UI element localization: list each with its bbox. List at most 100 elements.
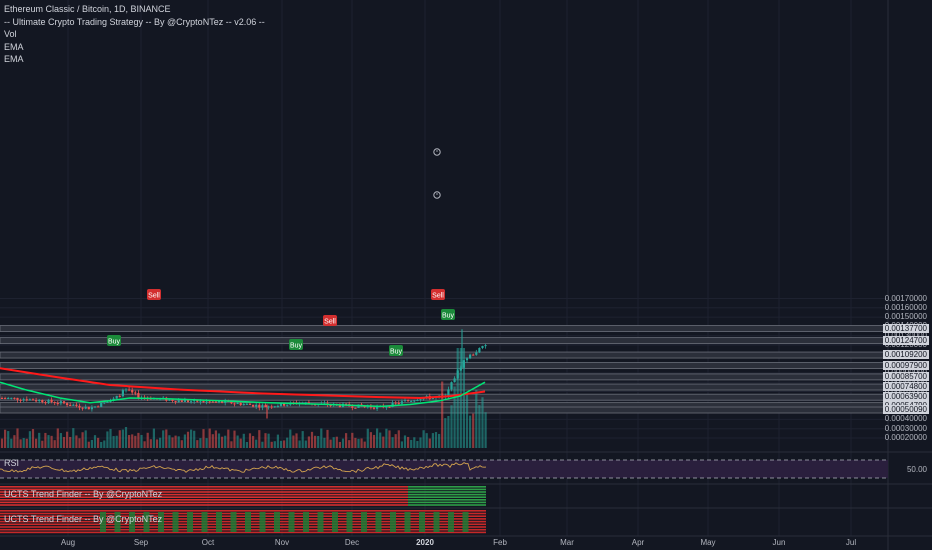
- signal-badge: [289, 339, 303, 350]
- volume-bar: [444, 418, 447, 448]
- volume-bar: [47, 435, 50, 448]
- volume-bar: [478, 405, 481, 448]
- volume-bar: [459, 348, 462, 448]
- signal-buy[interactable]: Buy: [441, 309, 455, 320]
- candle-body: [397, 402, 400, 404]
- trend-bar-bear: [0, 499, 408, 501]
- trend-bar-bull: [390, 512, 396, 532]
- candle-body: [410, 400, 413, 402]
- volume-bar: [7, 431, 10, 448]
- candle-body: [93, 406, 97, 408]
- ema-indicator-label-1[interactable]: EMA: [4, 41, 24, 52]
- trend-bar-bull: [158, 512, 164, 532]
- candle-body: [128, 389, 131, 391]
- candle-body: [59, 401, 62, 404]
- strategy-indicator-label[interactable]: -- Ultimate Crypto Trading Strategy -- B…: [4, 16, 265, 27]
- trend-bar-bear: [0, 496, 408, 498]
- volume-bar: [121, 429, 124, 448]
- signal-buy[interactable]: Buy: [289, 339, 303, 350]
- candle-body: [84, 406, 87, 409]
- trend-bar-bear: [0, 491, 408, 493]
- volume-bar: [391, 437, 394, 448]
- volume-bar: [190, 429, 193, 448]
- volume-bar: [425, 433, 428, 448]
- candle-body: [400, 401, 403, 404]
- volume-bar: [233, 430, 236, 448]
- volume-bar: [155, 439, 159, 448]
- volume-bar: [69, 436, 72, 448]
- candle-body: [481, 345, 484, 348]
- candle-body: [475, 352, 478, 355]
- volume-bar: [245, 441, 248, 448]
- price-level-tag: 0.00097900: [882, 360, 929, 370]
- time-tick-label: Jul: [845, 538, 857, 547]
- volume-bar: [484, 412, 487, 448]
- rsi-pane-title[interactable]: RSI: [4, 458, 20, 468]
- trend-bar-bull: [346, 512, 353, 532]
- price-tick-label: 0.00170000: [884, 293, 927, 303]
- candle-body: [267, 406, 270, 408]
- trend-bar-bull: [408, 493, 486, 496]
- candle-body: [100, 402, 103, 407]
- candle-body: [242, 404, 245, 406]
- volume-indicator-label[interactable]: Vol: [4, 29, 17, 39]
- volume-bar: [354, 437, 357, 448]
- trend-bar-bull: [187, 512, 193, 532]
- chart-legend: Ethereum Classic / Bitcoin, 1D, BINANCE …: [4, 3, 265, 66]
- trend-finder-pane-title-1[interactable]: UCTS Trend Finder -- By @CryptoNTez: [4, 489, 163, 499]
- candle-body: [413, 400, 416, 402]
- trend-finder-pane-title-2[interactable]: UCTS Trend Finder -- By @CryptoNTez: [4, 514, 163, 524]
- candle-body: [28, 399, 31, 401]
- candle-body: [255, 404, 258, 407]
- rsi-band-background: [0, 460, 888, 478]
- volume-bar: [66, 431, 69, 448]
- volume-bar: [211, 434, 214, 448]
- volume-bar: [242, 433, 245, 448]
- volume-bar: [329, 439, 332, 448]
- candle-body: [385, 406, 388, 408]
- volume-bar: [357, 438, 360, 448]
- sr-level-band-4: [0, 373, 889, 381]
- volume-bar: [431, 433, 434, 448]
- candle-body: [205, 401, 208, 403]
- candle-body: [97, 406, 100, 408]
- candle-body: [69, 405, 72, 407]
- trend-bar-bull: [259, 512, 266, 532]
- symbol-title[interactable]: Ethereum Classic / Bitcoin, 1D, BINANCE: [4, 4, 171, 14]
- trend-bar-bear: [0, 486, 408, 488]
- ema-indicator-label-2[interactable]: EMA: [4, 54, 24, 64]
- candle-body: [407, 400, 410, 402]
- candle-body: [270, 406, 273, 408]
- signal-buy[interactable]: Buy: [107, 335, 121, 346]
- candle-body: [19, 399, 22, 401]
- volume-bar: [134, 435, 137, 448]
- candle-body: [44, 402, 47, 404]
- signal-sell[interactable]: Sell: [147, 289, 161, 300]
- time-tick-label: Nov: [274, 538, 290, 547]
- trend-bar-bull: [375, 512, 382, 532]
- volume-bar: [62, 436, 66, 448]
- candle-body: [450, 382, 453, 390]
- volume-bar: [363, 441, 366, 448]
- volume-bar: [410, 439, 413, 448]
- volume-group: [0, 348, 487, 448]
- volume-bar: [41, 440, 44, 448]
- signal-sell[interactable]: Sell: [431, 289, 445, 300]
- volume-bar: [25, 438, 28, 448]
- volume-bar: [56, 428, 59, 448]
- trend-bar-bull: [408, 499, 486, 501]
- candle-body: [345, 403, 348, 405]
- candle-body: [35, 400, 38, 402]
- candle-body: [13, 397, 16, 399]
- volume-bar: [50, 435, 53, 448]
- volume-bar: [472, 413, 475, 448]
- candle-body: [180, 400, 183, 402]
- signal-buy[interactable]: Buy: [389, 345, 403, 356]
- signal-sell[interactable]: Sell: [323, 315, 337, 326]
- volume-bar: [87, 441, 90, 448]
- candle-body: [221, 401, 224, 403]
- volume-bar: [10, 438, 13, 448]
- volume-bar: [90, 439, 93, 448]
